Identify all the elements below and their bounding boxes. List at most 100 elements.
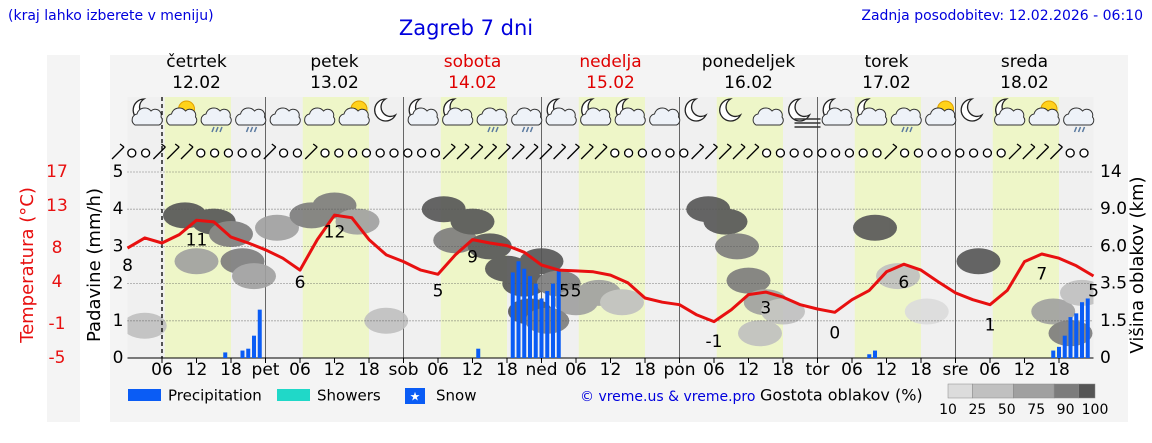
weather-icon [407, 98, 439, 126]
weather-icon [235, 107, 267, 133]
wind-barb-tick [119, 143, 125, 148]
legend-star: ★ [410, 390, 421, 404]
wind-calm [320, 148, 330, 158]
wind-barb-tick [174, 143, 180, 148]
wind-calm [789, 148, 799, 158]
temp-tick-label: -1 [49, 314, 66, 334]
wind-calm [403, 148, 413, 158]
temp-label: 7 [1036, 265, 1047, 285]
wind-calm [858, 148, 868, 158]
daylight [578, 97, 645, 358]
precip-bar [1074, 313, 1079, 358]
height-tick-label: 3.5 [1100, 274, 1127, 294]
weather-icon [684, 98, 708, 122]
wind-barb [1022, 146, 1036, 160]
wind-barb-tick [478, 143, 484, 148]
legend-label: Snow [436, 387, 476, 405]
day-date: 17.02 [862, 73, 911, 93]
temp-label: 6 [898, 273, 909, 293]
cloud-cell [1060, 279, 1094, 306]
density-label: Gostota oblakov (%) [760, 386, 923, 405]
x-tick-label: 18 [358, 360, 380, 380]
day-name: sreda [1001, 52, 1048, 72]
cloud-cell [761, 298, 805, 325]
cloud [856, 107, 888, 126]
height-tick-label: 1.5 [1100, 311, 1127, 331]
precip-bar [1062, 335, 1067, 358]
wind-calm [389, 148, 399, 158]
precip-bar [246, 348, 251, 358]
temp-label: 1 [985, 315, 996, 335]
rain [215, 126, 219, 133]
legend-label: Showers [317, 387, 381, 405]
wind-calm [775, 148, 786, 158]
rain [491, 126, 495, 133]
temp-label: 5 [559, 281, 570, 301]
rain [909, 126, 913, 133]
legend-swatch [128, 389, 161, 401]
precip-bar [240, 350, 245, 358]
wind-barb-tick [588, 143, 594, 148]
temperature-line [126, 213, 1095, 324]
x-tick-label: 06 [841, 360, 863, 380]
wind-barb-tick [1044, 143, 1049, 148]
weather-icon [338, 100, 370, 126]
temp-tick-label: 4 [52, 272, 63, 292]
rain [211, 126, 215, 133]
chart-title: Zagreb 7 dni [399, 16, 533, 40]
temp-label: 5 [433, 281, 444, 301]
x-tick-label: 12 [876, 360, 898, 380]
wind-calm [1079, 148, 1089, 158]
density-tick-label: 10 [939, 402, 957, 418]
weather-icon [649, 107, 681, 126]
wind-barb [152, 146, 166, 160]
rain [521, 126, 526, 133]
x-tick-label: 06 [565, 360, 587, 380]
x-tick-label: 06 [979, 360, 1001, 380]
cloud [1063, 107, 1095, 126]
y-tick-label: 2 [113, 274, 124, 294]
cloud-cell [174, 248, 219, 275]
height-tick-label: 14 [1100, 162, 1122, 182]
wind-barb [566, 146, 580, 160]
wind-barb [525, 146, 539, 160]
wind-barb [456, 146, 470, 160]
weather-icon [442, 98, 474, 126]
rain [487, 126, 491, 133]
x-tick-label: 18 [220, 360, 242, 380]
wind-calm [430, 148, 441, 158]
rain [1077, 126, 1082, 133]
wind-calm [913, 148, 924, 158]
wind-calm [665, 148, 675, 158]
wind-calm [623, 148, 634, 158]
temp-label: 5 [571, 281, 582, 301]
weather-icon [614, 98, 646, 126]
weather-icon [821, 98, 853, 126]
precip-bar [522, 268, 527, 358]
weather-icon [1063, 107, 1095, 133]
precip-bar [1080, 302, 1084, 358]
wind-calm [196, 148, 206, 158]
weather-icon [719, 98, 743, 122]
wind-barb-tick [519, 143, 525, 148]
temp-label: 5 [1088, 281, 1099, 301]
cloud-cell [876, 263, 920, 290]
wind-barb-tick [575, 143, 580, 148]
precip-bar [1068, 317, 1073, 358]
precip-bar [516, 261, 521, 358]
y-tick-label: 1 [113, 311, 124, 331]
icon-row [131, 98, 1095, 133]
weather-icon [1028, 100, 1060, 126]
height-tick-label: 6.0 [1100, 236, 1127, 256]
weather-icon [960, 98, 984, 122]
moon [719, 98, 743, 122]
legend-label: Precipitation [168, 387, 262, 405]
wind-calm [651, 148, 661, 158]
wind-barb [1049, 146, 1063, 160]
wind-barb-tick [161, 143, 166, 148]
temp-label: 11 [186, 231, 208, 251]
x-tick-label: 18 [910, 360, 932, 380]
wind-calm [817, 148, 827, 158]
left-panel [47, 55, 80, 422]
wind-barb-tick [713, 143, 718, 148]
